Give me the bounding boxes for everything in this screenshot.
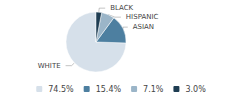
svg-text:15.4%: 15.4% (96, 85, 122, 94)
svg-text:WHITE: WHITE (38, 62, 61, 70)
svg-text:ASIAN: ASIAN (133, 23, 154, 31)
svg-text:HISPANIC: HISPANIC (126, 13, 159, 21)
svg-text:7.1%: 7.1% (143, 85, 164, 94)
svg-text:BLACK: BLACK (110, 4, 133, 12)
svg-text:74.5%: 74.5% (48, 85, 74, 94)
svg-text:3.0%: 3.0% (185, 85, 206, 94)
